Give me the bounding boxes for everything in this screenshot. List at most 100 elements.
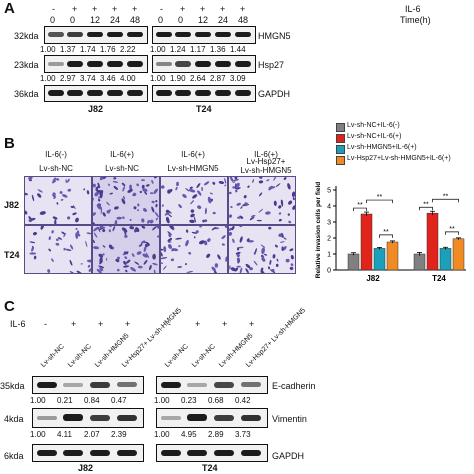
stained-cell (62, 194, 68, 198)
stained-cell (155, 203, 158, 208)
significance-bracket (379, 234, 393, 238)
value-cell: 4.00 (120, 74, 136, 83)
stained-cell (251, 214, 256, 218)
stained-cell (30, 217, 36, 221)
stained-cell (177, 266, 182, 268)
time-value: 48 (130, 15, 141, 25)
stained-cell (236, 265, 241, 268)
stained-cell (276, 258, 279, 262)
stained-cell (70, 244, 74, 250)
value-cell: 0.68 (208, 396, 224, 405)
stained-cell (115, 258, 120, 263)
stained-cell (254, 248, 257, 255)
stained-cell (185, 229, 189, 233)
stained-cell (153, 269, 156, 273)
kda-label: 4kda (4, 414, 24, 424)
stained-cell (113, 185, 119, 190)
stained-cell (235, 251, 241, 255)
stained-cell (137, 209, 139, 212)
significance-label: ** (443, 193, 449, 200)
significance-label: ** (383, 229, 389, 236)
stained-cell (112, 226, 116, 232)
stained-cell (93, 226, 99, 232)
protein-label: HMGN5 (258, 31, 291, 41)
stained-cell (167, 231, 172, 236)
value-cell: 0.21 (57, 396, 73, 405)
stained-cell (236, 253, 240, 258)
stained-cell (149, 219, 154, 224)
significance-label: ** (377, 194, 383, 201)
value-cell: 1.00 (30, 396, 46, 405)
stained-cell (237, 260, 240, 264)
stained-cell (76, 230, 80, 235)
stained-cell (287, 183, 291, 190)
stained-cell (55, 242, 60, 246)
stained-cell (235, 182, 240, 189)
time-value: 0 (70, 15, 76, 25)
stained-cell (198, 240, 205, 245)
stained-cell (236, 187, 241, 190)
stained-cell (97, 192, 101, 195)
stained-cell (221, 235, 226, 240)
stained-cell (243, 195, 247, 199)
stained-cell (112, 180, 119, 183)
invasion-micrograph (92, 176, 160, 225)
stained-cell (199, 226, 203, 228)
time-label-a: Time(h) (400, 15, 431, 25)
stained-cell (185, 239, 189, 247)
value-cell: 2.87 (210, 74, 226, 83)
stained-cell (124, 234, 128, 238)
stained-cell (273, 200, 277, 206)
stained-cell (144, 242, 150, 247)
value-cell: 1.90 (170, 74, 186, 83)
stained-cell (164, 211, 171, 216)
blot-a-t24-gapdh (152, 85, 256, 102)
stained-cell (85, 240, 88, 248)
value-cell: 1.00 (154, 430, 170, 439)
stained-cell (237, 216, 242, 219)
panel-b-letter: B (4, 135, 15, 152)
stained-cell (167, 237, 173, 242)
stained-cell (167, 244, 173, 249)
bar (426, 212, 439, 271)
stained-cell (129, 226, 134, 230)
stained-cell (147, 219, 150, 224)
stained-cell (88, 268, 91, 272)
stained-cell (290, 263, 294, 267)
stained-cell (102, 229, 106, 232)
stained-cell (102, 212, 106, 217)
il6-sign: + (222, 319, 228, 329)
stained-cell (175, 237, 182, 240)
invasion-micrograph (24, 176, 92, 225)
stained-cell (55, 238, 59, 242)
stained-cell (135, 227, 140, 233)
stained-cell (69, 271, 75, 273)
time-value: 0 (158, 15, 164, 25)
stained-cell (244, 202, 248, 206)
value-cell: 1.76 (100, 45, 116, 54)
il6-sign: + (98, 319, 104, 329)
stained-cell (236, 202, 241, 206)
lane-label: Lv-Hsp27+ Lv-sh-HMGN5 (245, 306, 308, 369)
stained-cell (229, 227, 232, 231)
value-cell: 2.39 (111, 430, 127, 439)
blot-a-t24-hsp27 (152, 55, 256, 73)
bar (439, 248, 452, 271)
column-header-line2: Lv-sh-NC (39, 164, 73, 173)
stained-cell (152, 262, 158, 266)
stained-cell (288, 220, 292, 224)
stained-cell (66, 216, 71, 220)
il6-sign: + (200, 4, 206, 14)
stained-cell (37, 189, 43, 193)
y-axis-label: Relative invasion cells per field (315, 182, 322, 278)
stained-cell (249, 216, 255, 221)
stained-cell (193, 216, 196, 223)
stained-cell (80, 263, 83, 265)
stained-cell (155, 200, 158, 203)
stained-cell (211, 227, 217, 231)
legend-label: Lv-sh-NC+IL-6(+) (347, 133, 402, 140)
stained-cell (178, 245, 181, 248)
stained-cell (256, 219, 262, 222)
stained-cell (122, 195, 126, 200)
stained-cell (52, 192, 56, 197)
